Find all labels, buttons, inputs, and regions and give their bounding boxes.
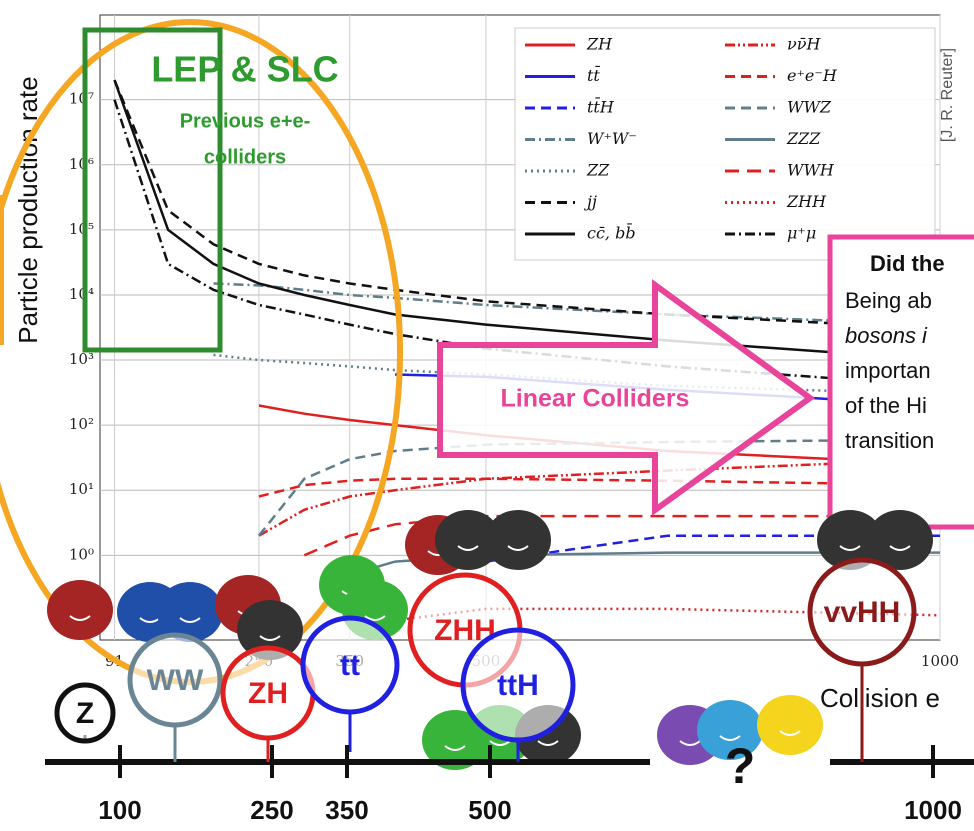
plush-face [457,545,479,551]
y-tick-label: 10⁷ [69,90,94,108]
y-tick-label: 10² [69,415,94,433]
y-tick-label: 10³ [69,350,94,368]
series-line [394,607,941,622]
plush-toy [237,600,303,660]
plush-face [444,745,466,751]
legend-label: ZHH [786,192,827,211]
process-label: tt [340,649,360,682]
legend-label: WWZ [787,98,832,117]
x-tick-label: 1000 [921,652,959,670]
y-tick-label: 10⁴ [69,285,94,303]
box-text: bosons i [845,323,928,348]
legend-label: cc̄, bb̄ [587,221,636,242]
timeline-label: 500 [468,795,511,825]
legend-label: ZH [586,35,613,54]
y-tick-label: 10⁰ [69,545,94,563]
accent [0,195,4,345]
box-text: of the Hi [845,393,927,418]
plush-toy [697,700,763,760]
series-line [485,534,940,563]
y-tick-label: 10⁵ [69,220,94,238]
series-line [258,477,941,498]
timeline-label: 350 [325,795,368,825]
plush-face [537,740,559,746]
process-label: vvHH [824,596,901,629]
legend-label: e⁺e⁻H [787,66,838,85]
plush-face [889,545,911,551]
plush-toy [867,510,933,570]
process-label: Z [76,697,94,730]
lep-box [82,27,223,353]
plush-face [364,615,386,621]
plush-face [507,545,529,551]
legend: ZH tt̄ tt̄H W⁺W⁻ ZZ jj cc̄, bb̄ νν̄H e⁺e⁻H WWZ ZZZ… [514,27,936,261]
series-line [113,79,941,362]
box-text: transition [845,428,934,453]
process-circle [127,632,223,728]
legend-label: νν̄H [787,35,821,54]
legend-label: μ⁺μ [787,224,816,243]
lep-subtitle: Previous e+e- [180,110,311,132]
plush-face [839,545,861,551]
box-text: Being ab [845,288,932,313]
y-axis-label: Particle production rate [13,76,43,343]
process-circle [807,557,917,667]
lep-subtitle: colliders [204,146,286,168]
arrow-label: Linear Colliders [501,385,690,413]
timeline-label: 100 [98,795,141,825]
plush-toy [47,580,113,640]
plush-face [489,740,511,746]
lep-title: LEP & SLC [151,49,338,90]
credit: [J. R. Reuter] [939,48,956,142]
plush-toy [817,510,883,570]
series-line [113,79,941,331]
arrow [437,279,816,516]
process-label: ZH [248,677,288,710]
legend-label: jj [584,192,597,211]
process-circle [300,615,400,715]
plush-face [779,730,801,736]
legend-label: tt̄ [587,64,600,85]
legend-label: W⁺W⁻ [587,129,637,148]
process-circle [460,627,576,743]
plush-toy [157,582,223,642]
question-mark: ? [725,738,756,794]
legend-label: ZZZ [786,129,821,148]
x-axis-label: Collision e [820,683,940,713]
text-box [827,234,974,530]
legend-label: WWH [787,161,835,180]
process-label: WW [147,664,204,697]
process-label: ttH [497,669,539,702]
plush-toy [435,510,501,570]
process-circle [54,682,116,744]
plush-face [179,617,201,623]
legend-box [514,27,936,261]
plush-face [679,740,701,746]
plush-toy [485,510,551,570]
plush-face [259,635,281,641]
timeline-label: 1000 [904,795,962,825]
plush-face [69,615,91,621]
plush-face [719,735,741,741]
box-text: Did the [870,251,945,276]
timeline-label: 250 [250,795,293,825]
y-tick-label: 10¹ [69,480,94,498]
legend-label: ZZ [586,161,610,180]
legend-label: tt̄H [587,95,615,116]
plush-toy [757,695,823,755]
y-tick-label: 10⁶ [69,155,94,173]
box-text: importan [845,358,931,383]
